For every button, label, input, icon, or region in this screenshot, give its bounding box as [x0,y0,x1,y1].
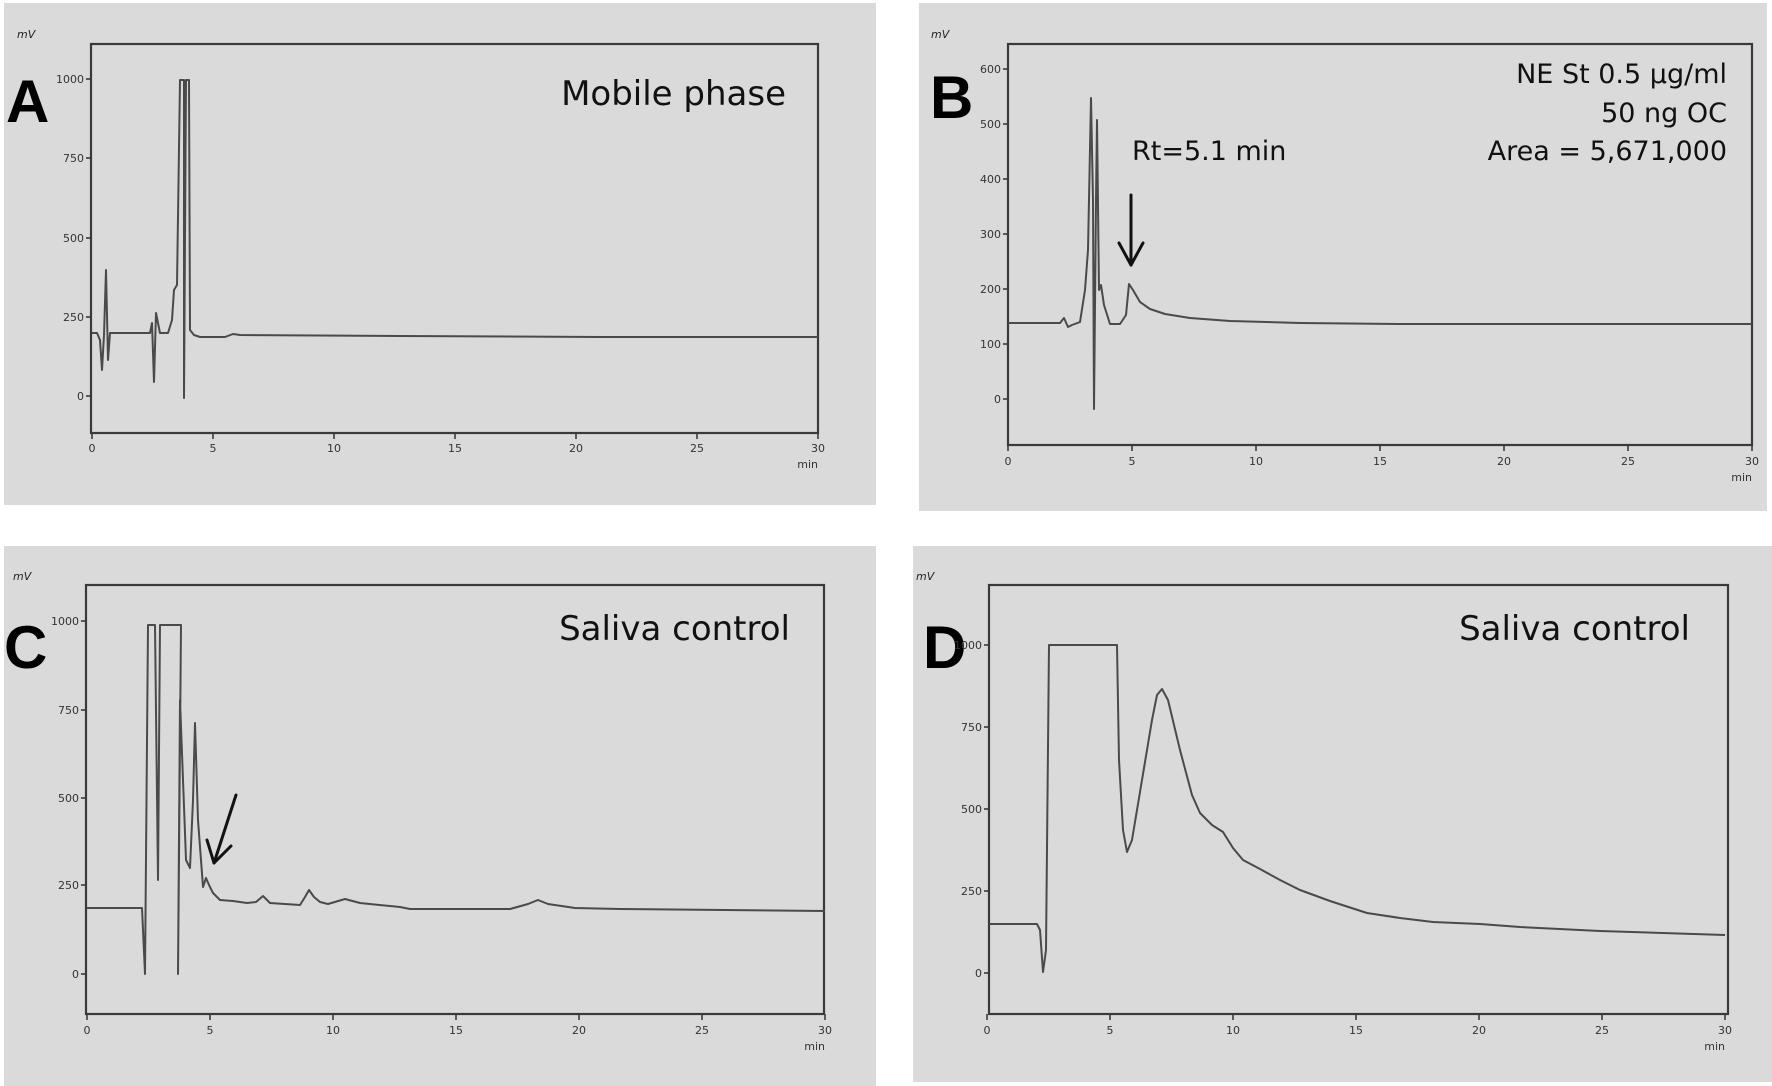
svg-text:5: 5 [210,442,217,455]
panel-b-x-axis: 0 5 10 15 20 25 30 min [1005,445,1759,484]
svg-text:10: 10 [327,442,341,455]
panel-a-y-unit: mV [17,28,37,41]
panel-d-trace [989,644,1726,973]
panel-c-plot-frame [84,583,826,1016]
panel-b-arrow-icon [1117,193,1145,267]
svg-text:10: 10 [326,1024,340,1037]
panel-c-trace [87,624,826,975]
svg-text:25: 25 [690,442,704,455]
panel-a-x-unit: min [797,458,818,471]
svg-text:0: 0 [975,967,982,980]
svg-text:5: 5 [207,1024,214,1037]
svg-text:0: 0 [72,968,79,981]
panel-d-y-unit: mV [916,570,936,583]
panel-a-x-axis: 0 5 10 15 20 25 30 min [89,433,825,471]
panel-a-title: Mobile phase [561,74,786,114]
svg-text:0: 0 [84,1024,91,1037]
svg-text:5: 5 [1107,1024,1114,1037]
panel-b-retention-time-label: Rt=5.1 min [1132,136,1286,167]
panel-a-y-axis: 1000 750 500 250 0 [56,73,91,403]
panel-a-letter: A [6,68,49,135]
svg-text:10: 10 [1249,455,1263,468]
panel-b-trace [1008,97,1752,410]
y-tick-label: 0 [77,390,84,403]
panel-c-x-axis: 0 5 10 15 20 25 30 min [84,1014,832,1053]
svg-text:500: 500 [961,803,982,816]
panel-b-title-line-2: 50 ng OC [1601,98,1727,129]
panel-b-x-unit: min [1731,471,1752,484]
panel-b-title-line-1: NE St 0.5 µg/ml [1516,59,1727,90]
svg-text:15: 15 [449,1024,463,1037]
panel-c-title: Saliva control [559,609,790,649]
panel-c-background [4,546,876,1086]
svg-text:0: 0 [89,442,96,455]
panel-b-title-line-3: Area = 5,671,000 [1488,136,1727,167]
panel-a-trace [92,79,818,399]
panel-b: mV B NE St 0.5 µg/ml 50 ng OC Area = 5,6… [919,3,1767,511]
panel-b-letter: B [930,64,973,131]
panel-c-arrow-icon [205,793,238,865]
svg-text:250: 250 [961,885,982,898]
panel-d-x-unit: min [1704,1040,1725,1053]
svg-text:15: 15 [448,442,462,455]
panel-d-background [913,546,1772,1082]
svg-text:15: 15 [1373,455,1387,468]
svg-text:500: 500 [980,118,1001,131]
panel-c-letter: C [4,614,47,681]
svg-text:750: 750 [58,704,79,717]
svg-text:30: 30 [811,442,825,455]
svg-text:250: 250 [58,879,79,892]
svg-text:0: 0 [994,393,1001,406]
svg-text:10: 10 [1226,1024,1240,1037]
svg-text:200: 200 [980,283,1001,296]
svg-text:500: 500 [58,792,79,805]
svg-text:100: 100 [980,338,1001,351]
svg-text:20: 20 [1497,455,1511,468]
svg-text:1000: 1000 [954,639,982,652]
y-tick-label: 750 [63,152,84,165]
panel-d-plot-frame [987,583,1730,1016]
panel-b-background [919,3,1767,511]
svg-text:30: 30 [1718,1024,1732,1037]
panel-b-y-unit: mV [931,28,951,41]
panel-c-x-unit: min [804,1040,825,1053]
panel-d: mV D Saliva control 1000 750 500 250 0 0… [913,546,1772,1082]
svg-text:30: 30 [818,1024,832,1037]
panel-b-y-axis: 600 500 400 300 200 100 0 [980,63,1008,406]
svg-text:400: 400 [980,173,1001,186]
panel-a: mV A Mobile phase 1000 750 500 250 0 0 5… [4,3,876,505]
svg-text:25: 25 [1595,1024,1609,1037]
panel-d-letter: D [923,614,966,681]
svg-text:0: 0 [1005,455,1012,468]
y-tick-label: 1000 [56,73,84,86]
panel-c: mV C Saliva control 1000 750 500 250 0 0… [4,546,876,1086]
svg-text:25: 25 [695,1024,709,1037]
svg-text:0: 0 [984,1024,991,1037]
svg-text:20: 20 [572,1024,586,1037]
panel-c-y-axis: 1000 750 500 250 0 [51,615,86,981]
svg-text:300: 300 [980,228,1001,241]
svg-text:750: 750 [961,721,982,734]
svg-text:1000: 1000 [51,615,79,628]
svg-text:30: 30 [1745,455,1759,468]
svg-text:25: 25 [1621,455,1635,468]
panel-d-x-axis: 0 5 10 15 20 25 30 min [984,1014,1732,1053]
panel-d-title: Saliva control [1459,609,1690,649]
svg-text:20: 20 [569,442,583,455]
y-tick-label: 500 [63,232,84,245]
y-tick-label: 250 [63,311,84,324]
svg-text:600: 600 [980,63,1001,76]
panel-a-background [4,3,876,505]
svg-text:15: 15 [1349,1024,1363,1037]
svg-text:5: 5 [1129,455,1136,468]
svg-text:20: 20 [1472,1024,1486,1037]
panel-d-y-axis: 1000 750 500 250 0 [954,639,989,980]
panel-c-y-unit: mV [13,570,33,583]
